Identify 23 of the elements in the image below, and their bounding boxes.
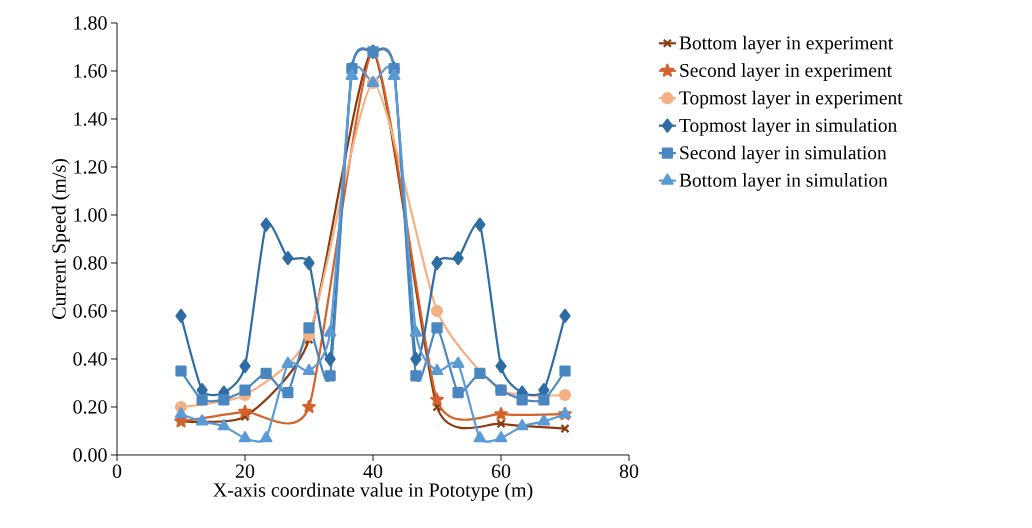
- legend-label: Bottom layer in simulation: [679, 173, 888, 191]
- legend-label: Topmost layer in simulation: [679, 118, 897, 136]
- x-tick-label: 0: [112, 464, 122, 478]
- y-axis-title: Current Speed (m/s): [51, 159, 70, 319]
- y-tick-label: 0.20: [73, 400, 107, 414]
- legend-label: Second layer in simulation: [680, 145, 887, 164]
- x-tick-label: 80: [619, 464, 639, 478]
- y-tick-label: 1.20: [74, 160, 107, 174]
- y-tick-label: 1.40: [74, 112, 107, 126]
- y-tick-label: 1.60: [74, 64, 107, 78]
- legend-label: Topmost layer in experiment: [679, 90, 903, 109]
- x-tick-label: 60: [491, 464, 511, 478]
- y-tick-label: 0.80: [73, 256, 107, 270]
- x-axis-title: X-axis coordinate value in Pototype (m): [213, 482, 533, 501]
- x-tick-label: 40: [363, 464, 383, 478]
- x-tick-label: 20: [235, 464, 255, 478]
- y-tick-label: 0.00: [73, 448, 107, 462]
- y-tick-label: 1.00: [74, 208, 107, 222]
- y-tick-label: 1.80: [74, 16, 107, 30]
- y-tick-label: 0.60: [73, 304, 107, 318]
- legend-label: Second layer in experiment: [680, 63, 892, 81]
- y-tick-label: 0.40: [73, 352, 107, 366]
- legend-label: Bottom layer in experiment: [679, 35, 894, 54]
